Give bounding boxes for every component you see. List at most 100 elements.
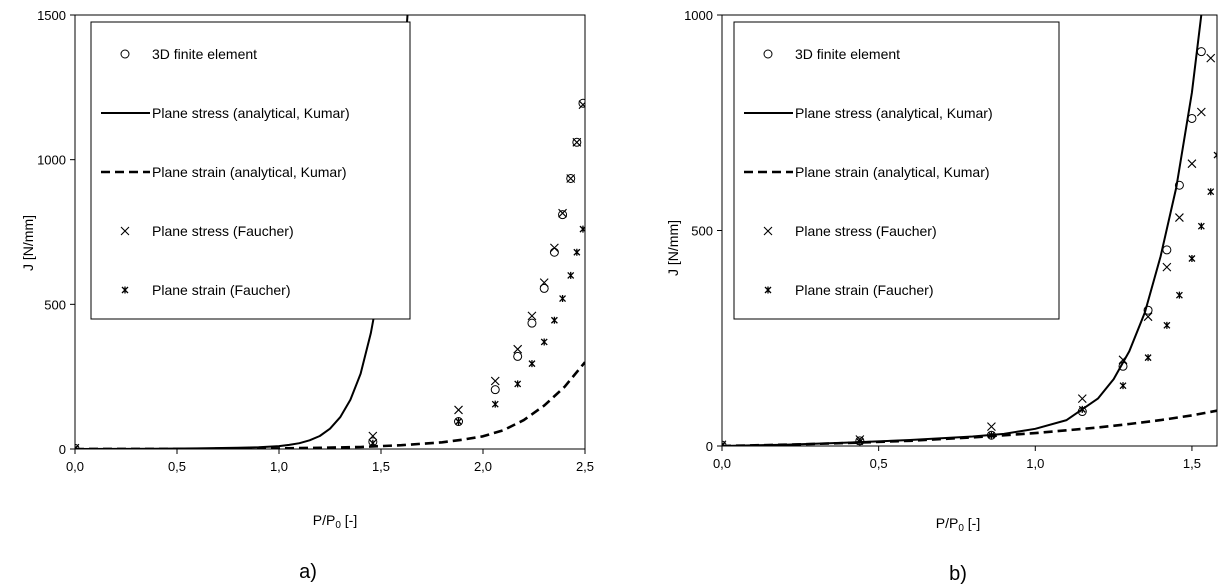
data-point-plane-stress-faucher: [1143, 312, 1153, 322]
data-point-plane-strain-faucher: [1207, 188, 1215, 196]
x-tick-label: 0,0: [713, 456, 731, 471]
data-point-plane-stress-faucher: [1175, 213, 1184, 222]
data-point-plane-strain-faucher: [573, 248, 581, 256]
legend-label-plane-stress-faucher: Plane stress (Faucher): [795, 223, 937, 239]
legend-marker-plane-stress-faucher: [763, 226, 773, 236]
data-point-3d-finite-element: [490, 385, 500, 395]
data-point-3d-finite-element: [539, 283, 549, 293]
panel-b-xlabel-tail: [-]: [964, 515, 980, 531]
data-point-plane-strain-faucher: [1188, 255, 1196, 263]
data-point-plane-stress-faucher: [578, 100, 585, 110]
panel-b-legend: 3D finite element Plane stress (analytica…: [733, 21, 1060, 320]
legend-marker-3d-finite-element: [763, 49, 773, 59]
data-point-3d-finite-element: [1143, 305, 1153, 315]
data-point-plane-strain-faucher: [567, 271, 575, 279]
data-point-plane-stress-faucher: [513, 344, 523, 354]
x-tick-label: 1,5: [372, 459, 390, 474]
legend-label-plane-stress-analytical-kumar: Plane stress (analytical, Kumar): [795, 105, 993, 121]
data-point-plane-stress-faucher: [454, 405, 463, 415]
x-tick-label: 0,5: [168, 459, 186, 474]
data-point-plane-strain-faucher: [559, 295, 567, 303]
x-tick-label: 2,0: [474, 459, 492, 474]
legend-marker-plane-strain-faucher: [764, 286, 772, 294]
legend-label-3d-finite-element: 3D finite element: [795, 46, 900, 62]
data-point-plane-stress-faucher: [1187, 159, 1197, 169]
legend-label-plane-stress-faucher: Plane stress (Faucher): [152, 223, 294, 239]
data-point-plane-stress-faucher: [550, 243, 559, 253]
data-point-plane-strain-faucher: [987, 431, 995, 439]
panel-a-xlabel-tail: [-]: [341, 512, 357, 528]
panel-a-ylabel: J [N/mm]: [20, 215, 36, 271]
legend-label-plane-strain-faucher: Plane strain (Faucher): [152, 282, 291, 298]
data-point-plane-strain-faucher: [722, 442, 726, 446]
legend-box: [90, 21, 411, 320]
data-point-plane-stress-faucher: [1196, 107, 1206, 117]
data-point-plane-stress-faucher: [1118, 355, 1128, 365]
data-point-plane-stress-faucher: [558, 208, 567, 218]
data-point-plane-stress-faucher: [368, 431, 378, 441]
x-tick-label: 1,5: [1183, 456, 1201, 471]
data-point-3d-finite-element: [527, 318, 537, 328]
data-point-plane-stress-faucher: [539, 278, 549, 288]
data-point-plane-strain-faucher: [550, 316, 558, 324]
series-line-plane-strain-analytical-kumar: [75, 361, 585, 449]
x-tick-label: 2,5: [576, 459, 594, 474]
data-point-plane-strain-faucher: [1197, 222, 1205, 230]
panel-a-legend: 3D finite element Plane stress (analytica…: [90, 21, 411, 320]
data-point-plane-stress-faucher: [1206, 53, 1216, 63]
legend-marker-3d-finite-element: [120, 49, 130, 59]
data-point-3d-finite-element: [1196, 47, 1206, 57]
panel-a-xlabel-sub: 0: [335, 520, 341, 531]
panel-a-xlabel: P/P0 [-]: [313, 512, 357, 531]
legend-label-plane-stress-analytical-kumar: Plane stress (analytical, Kumar): [152, 105, 350, 121]
y-tick-label: 1000: [684, 8, 713, 23]
data-point-3d-finite-element: [566, 173, 576, 183]
data-point-3d-finite-element: [572, 137, 582, 147]
legend-label-plane-strain-analytical-kumar: Plane strain (analytical, Kumar): [152, 164, 347, 180]
data-point-plane-strain-faucher: [75, 445, 79, 449]
data-point-plane-stress-faucher: [1162, 262, 1172, 272]
legend-marker-plane-stress-faucher: [120, 226, 130, 236]
x-tick-label: 0,5: [870, 456, 888, 471]
data-point-plane-stress-faucher: [566, 174, 576, 183]
data-point-3d-finite-element: [513, 351, 523, 361]
data-point-plane-strain-faucher: [369, 439, 377, 447]
y-tick-label: 1500: [37, 8, 66, 23]
data-point-plane-strain-faucher: [579, 225, 585, 233]
y-tick-label: 0: [706, 439, 713, 454]
data-point-3d-finite-element: [454, 417, 464, 427]
y-tick-label: 500: [691, 224, 713, 239]
data-point-plane-strain-faucher: [491, 400, 499, 408]
x-tick-label: 1,0: [270, 459, 288, 474]
panel-b-xlabel: P/P0 [-]: [936, 515, 980, 534]
data-point-plane-strain-faucher: [1175, 291, 1183, 299]
legend-label-plane-strain-faucher: Plane strain (Faucher): [795, 282, 934, 298]
data-point-3d-finite-element: [1174, 180, 1184, 190]
data-point-plane-stress-faucher: [490, 376, 500, 386]
data-point-plane-strain-faucher: [455, 418, 462, 426]
series-line-plane-strain-analytical-kumar: [722, 409, 1217, 446]
data-point-3d-finite-element: [558, 210, 568, 220]
legend-label-3d-finite-element: 3D finite element: [152, 46, 257, 62]
data-point-plane-strain-faucher: [514, 380, 522, 388]
data-point-plane-strain-faucher: [1078, 405, 1086, 413]
panel-a-caption: a): [299, 561, 317, 583]
data-point-3d-finite-element: [1187, 113, 1197, 123]
data-point-plane-stress-faucher: [722, 440, 727, 446]
panel-b-plot-area: 0 500 1000 0,0 0,5 1,0 1,5: [684, 8, 1218, 471]
legend-box: [733, 21, 1060, 320]
data-point-plane-strain-faucher: [1163, 321, 1171, 329]
y-tick-label: 1000: [37, 153, 66, 168]
y-tick-label: 500: [44, 297, 66, 312]
data-point-plane-strain-faucher: [1144, 354, 1152, 362]
panel-b-ylabel: J [N/mm]: [665, 220, 681, 276]
data-point-plane-strain-faucher: [528, 360, 536, 368]
legend-label-plane-strain-analytical-kumar: Plane strain (analytical, Kumar): [795, 164, 990, 180]
data-point-3d-finite-element: [1162, 245, 1172, 255]
y-tick-label: 0: [59, 442, 66, 457]
data-point-plane-stress-faucher: [572, 137, 582, 147]
x-tick-label: 0,0: [66, 459, 84, 474]
